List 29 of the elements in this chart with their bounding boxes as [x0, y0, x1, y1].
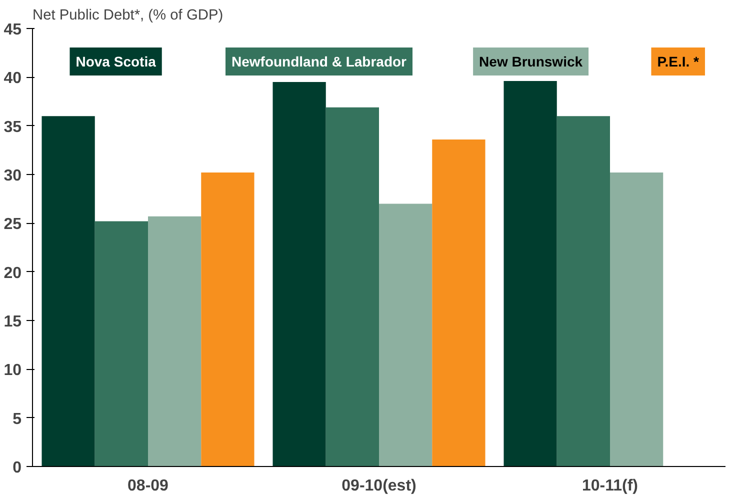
bar	[94, 221, 148, 466]
x-tick-label: 08-09	[128, 478, 169, 494]
y-tick-label: 5	[12, 410, 22, 428]
bar	[272, 82, 326, 466]
bar	[42, 116, 95, 466]
x-tick-label: 09-10(est)	[342, 478, 416, 494]
y-tick-label: 40	[4, 70, 22, 88]
y-tick-label: 15	[4, 314, 22, 330]
y-tick-label: 20	[4, 264, 22, 282]
bar	[379, 204, 432, 466]
y-tick-label: 45	[4, 22, 22, 38]
y-tick-label: 10	[4, 362, 22, 380]
text: Newfoundland & Labrador	[232, 54, 408, 70]
y-tick-label: 30	[4, 168, 22, 184]
y-tick-label: 0	[12, 460, 22, 476]
text: New Brunswick	[479, 54, 583, 70]
y-tick-label: 35	[4, 118, 22, 136]
bar	[148, 216, 202, 466]
bar	[201, 172, 254, 466]
chart-title: Net Public Debt*, (% of GDP)	[32, 8, 224, 24]
text: Nova Scotia	[76, 54, 156, 70]
bar	[326, 107, 379, 466]
bar	[556, 116, 610, 466]
x-tick-label: 10-11(f)	[582, 478, 638, 494]
bar	[432, 139, 486, 466]
y-tick-label: 25	[4, 216, 22, 234]
text: P.E.I. *	[657, 54, 700, 70]
bar	[504, 81, 557, 466]
bar	[610, 172, 664, 466]
